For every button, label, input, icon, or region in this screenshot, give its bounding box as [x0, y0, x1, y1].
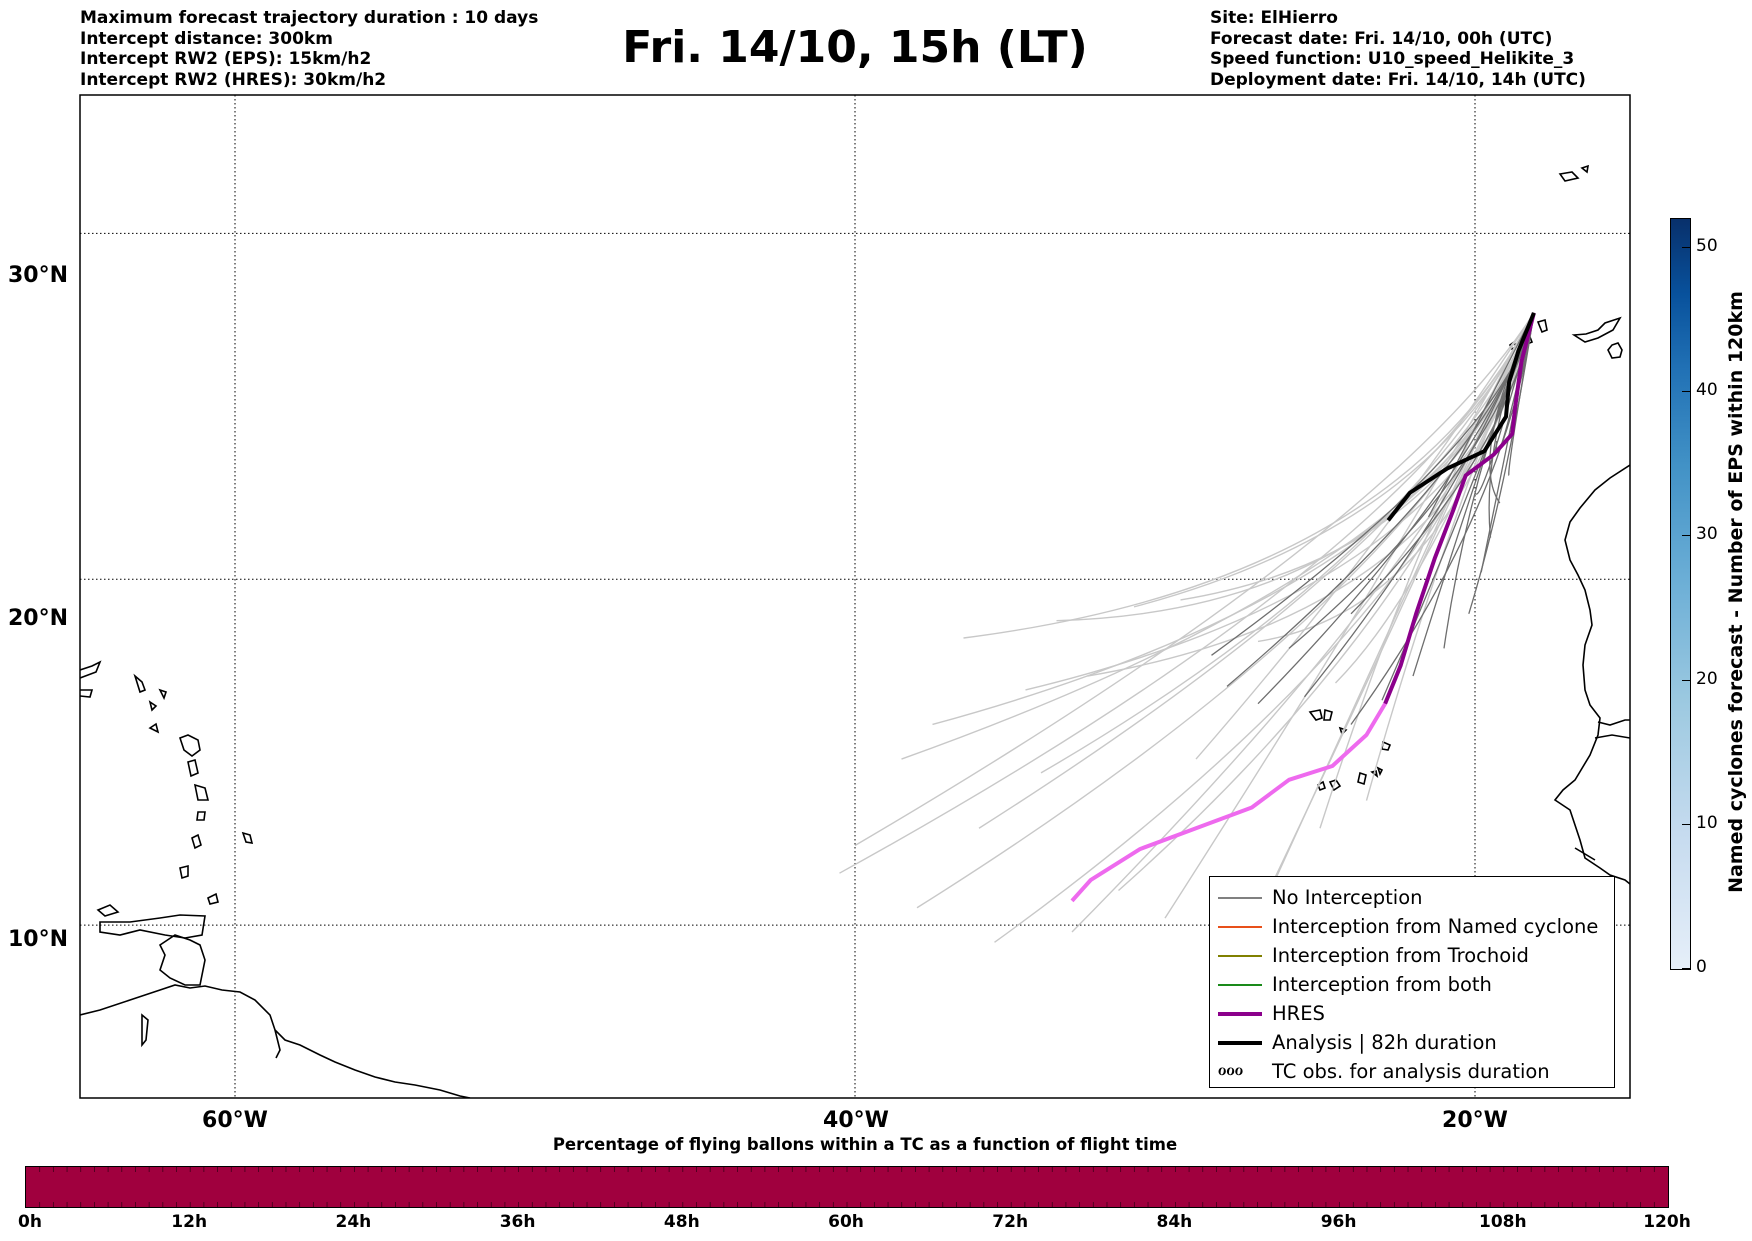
header-line: Forecast date: Fri. 14/10, 00h (UTC): [1210, 28, 1553, 49]
legend-item: Interception from Trochoid: [1210, 941, 1614, 970]
eps-track-no-interception: [1480, 312, 1535, 573]
legend-item: HRES: [1210, 999, 1614, 1028]
trajectory-tracks: [839, 312, 1536, 947]
header-line: Site: ElHierro: [1210, 8, 1338, 28]
colorbar-tick-mark: [1682, 679, 1690, 681]
colorbar-tick-mark: [1682, 391, 1690, 393]
lon-label-60w: 60°W: [202, 1108, 268, 1133]
legend-swatch: [1218, 984, 1262, 986]
colorbar-tick-mark: [1682, 246, 1690, 248]
flight-time-colorbar: [25, 1166, 1669, 1208]
eps-track-no-interception: [1288, 312, 1535, 649]
colorbar-tick-label: 10: [1696, 812, 1718, 833]
eps-track-no-interception: [1226, 312, 1535, 687]
eps-track-light: [1195, 312, 1535, 760]
colorbar-tick-mark: [1682, 968, 1690, 969]
header-line: Intercept RW2 (HRES): 30km/h2: [80, 69, 387, 90]
legend-swatch: [1218, 955, 1262, 957]
eps-track-light: [854, 312, 1535, 847]
lat-label-30n: 30°N: [8, 263, 69, 288]
eps-track-light: [1040, 312, 1535, 774]
legend-item: Interception from both: [1210, 970, 1614, 999]
legend-label: HRES: [1272, 1002, 1325, 1025]
colorbar-tick-label: 30: [1696, 524, 1718, 545]
flight-time-colorbar-title: Percentage of flying ballons within a TC…: [552, 1135, 1178, 1154]
flight-time-tick-label: 0h: [18, 1212, 42, 1232]
flight-time-tick-label: 12h: [171, 1212, 208, 1232]
legend-label: Interception from Named cyclone: [1272, 915, 1599, 938]
map-legend: No Interception Interception from Named c…: [1209, 876, 1615, 1088]
legend-item: ℴℴℴ TC obs. for analysis duration: [1210, 1057, 1614, 1086]
page-title: Fri. 14/10, 15h (LT): [622, 22, 1088, 73]
hres-track: [1383, 312, 1536, 705]
legend-item: Analysis | 82h duration: [1210, 1028, 1614, 1057]
eps-track-light: [963, 312, 1535, 639]
colorbar-tick-label: 50: [1696, 235, 1718, 256]
eps-track-no-interception: [1211, 312, 1535, 656]
eps-track-light: [1257, 312, 1535, 643]
header-info-left: Maximum forecast trajectory duration : 1…: [80, 8, 538, 90]
header-line: Intercept distance: 300km: [80, 28, 333, 49]
analysis-track: [1386, 312, 1536, 522]
flight-time-tick-label: 36h: [499, 1212, 536, 1232]
legend-label: Analysis | 82h duration: [1272, 1031, 1497, 1054]
flight-time-tick-label: 48h: [663, 1212, 700, 1232]
header-line: Intercept RW2 (EPS): 15km/h2: [80, 49, 372, 69]
legend-item: Interception from Named cyclone: [1210, 912, 1614, 941]
legend-swatch: [1218, 1012, 1262, 1016]
legend-swatch: [1218, 897, 1262, 899]
legend-label: No Interception: [1272, 886, 1423, 909]
lon-label-20w: 20°W: [1442, 1108, 1508, 1133]
legend-label: Interception from Trochoid: [1272, 944, 1529, 967]
eps-track-light: [978, 312, 1535, 829]
flight-time-tick-label: 24h: [335, 1212, 372, 1232]
colorbar-tick-mark: [1682, 823, 1690, 825]
header-line: Deployment date: Fri. 14/10, 14h (UTC): [1210, 69, 1586, 90]
legend-label: TC obs. for analysis duration: [1272, 1060, 1550, 1083]
lat-label-20n: 20°N: [8, 606, 69, 631]
flight-time-tick-label: 84h: [1156, 1212, 1193, 1232]
flight-time-tick-label: 72h: [992, 1212, 1029, 1232]
map-frame: [79, 94, 1631, 1099]
legend-swatch: [1218, 926, 1262, 928]
named-cyclones-colorbar: [1670, 218, 1691, 970]
eps-track-light: [901, 312, 1535, 760]
header-info-right: Site: ElHierro Forecast date: Fri. 14/10,…: [1210, 8, 1586, 90]
eps-track-no-interception: [1350, 312, 1535, 725]
header-line: Speed function: U10_speed_Helikite_3: [1210, 49, 1575, 69]
colorbar-tick-label: 40: [1696, 380, 1718, 401]
flight-time-tick-label: 60h: [828, 1212, 864, 1232]
eps-track-light: [1319, 312, 1535, 829]
lat-label-10n: 10°N: [8, 927, 69, 952]
named-cyclones-colorbar-label: Named cyclones forecast - Number of EPS …: [1725, 291, 1747, 893]
colorbar-tick-label: 0: [1696, 957, 1707, 977]
legend-item: No Interception: [1210, 883, 1614, 912]
map-gridlines: [80, 95, 1630, 1098]
colorbar-tick-mark: [1682, 535, 1690, 537]
legend-label: Interception from both: [1272, 973, 1492, 996]
colorbar-tick-label: 20: [1696, 668, 1718, 689]
lon-label-40w: 40°W: [823, 1108, 889, 1133]
header-line: Maximum forecast trajectory duration : 1…: [80, 8, 539, 28]
coastlines: [80, 164, 1630, 1098]
legend-swatch: [1218, 1041, 1262, 1045]
flight-time-tick-label: 120h: [1643, 1212, 1691, 1232]
tc-obs-symbol-icon: ℴℴℴ: [1218, 1059, 1244, 1080]
eps-track-no-interception: [1427, 312, 1535, 518]
eps-track-light: [1056, 312, 1535, 622]
flight-time-tick-label: 96h: [1320, 1212, 1357, 1232]
flight-time-tick-label: 108h: [1479, 1212, 1527, 1232]
hres-track-late: [1070, 702, 1387, 903]
flight-time-colorbar-minor-ticks: [39, 1167, 1655, 1207]
